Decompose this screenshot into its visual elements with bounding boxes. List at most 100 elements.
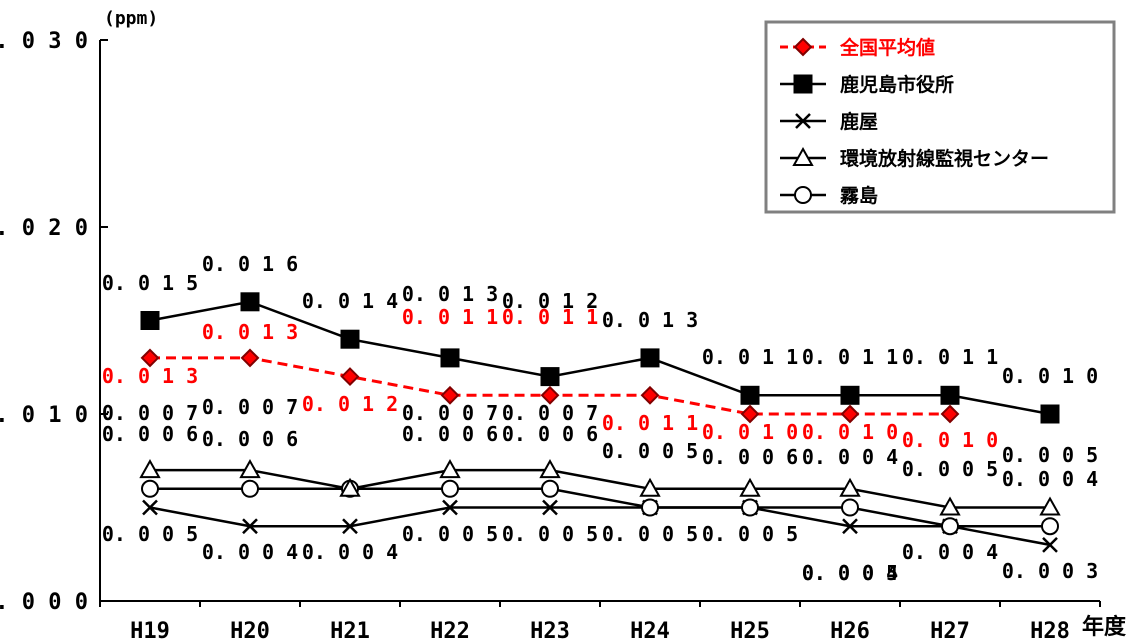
legend-label: 環境放射線監視センター (840, 147, 1049, 170)
triangle-marker (639, 477, 661, 497)
data-label: 0. 0 0 7 (402, 401, 498, 425)
data-label: 0. 0 0 5 (702, 522, 798, 546)
square-marker (940, 385, 960, 405)
data-labels: 0. 0 1 30. 0 1 30. 0 1 20. 0 1 1 0. 0 1 1… (102, 252, 1098, 585)
data-label: 0. 0 0 5 (802, 561, 898, 585)
circle-marker (441, 479, 459, 498)
data-label: 0. 0 0 6 (702, 445, 798, 469)
x-axis-label: 年度 (1082, 614, 1127, 640)
circle-marker (841, 498, 859, 517)
y-tick-label: 0. 0 2 0 (0, 216, 88, 241)
triangle-marker (539, 459, 561, 479)
data-label: 0. 0 0 5 (1002, 443, 1098, 467)
square-marker (440, 348, 460, 368)
triangle-marker (439, 459, 461, 479)
diamond-marker (240, 348, 260, 368)
x-tick-label: H21 (330, 619, 370, 644)
square-marker (540, 367, 560, 387)
data-label: 0. 0 1 1 (702, 345, 798, 369)
square-marker (240, 292, 260, 312)
data-label: 0. 0 1 3 (202, 320, 298, 344)
circle-marker (741, 498, 759, 517)
data-label: 0. 0 0 3 (1002, 559, 1098, 583)
triangle-marker (939, 496, 961, 516)
data-label: 0. 0 0 5 (402, 522, 498, 546)
circle-marker (794, 186, 812, 204)
x-tick-label: H25 (730, 619, 770, 644)
x-marker (342, 518, 358, 535)
data-label: 0. 0 0 7 (502, 401, 598, 425)
diamond-marker (340, 367, 360, 387)
y-tick-label: 0. 0 1 0 (0, 403, 88, 428)
circle-marker (141, 479, 159, 498)
square-marker (793, 74, 813, 94)
circle-marker (641, 498, 659, 517)
triangle-marker (1039, 496, 1061, 516)
data-label: 0. 0 0 4 (302, 540, 398, 564)
data-label: 0. 0 0 5 (502, 522, 598, 546)
data-label: 0. 0 1 0 (1002, 364, 1098, 388)
series-line-4 (150, 487, 1050, 528)
data-label: 0. 0 1 0 (802, 420, 898, 444)
square-marker (840, 385, 860, 405)
x-tick-label: H26 (830, 619, 870, 644)
x-marker (842, 518, 858, 535)
data-label: 0. 0 0 6 (102, 422, 198, 446)
data-label: 0. 0 0 4 (1002, 467, 1098, 491)
data-label: 0. 0 1 2 (302, 392, 398, 416)
square-marker (640, 348, 660, 368)
data-label: 0. 0 0 5 (902, 457, 998, 481)
diamond-marker (440, 385, 460, 405)
legend-label: 全国平均値 (839, 36, 935, 59)
x-marker (542, 499, 558, 516)
data-label: 0. 0 0 5 (602, 522, 698, 546)
data-label: 0. 0 0 4 (202, 540, 298, 564)
x-tick-label: H20 (230, 619, 270, 644)
x-marker (795, 113, 811, 129)
triangle-marker (339, 477, 361, 497)
diamond-marker (740, 404, 760, 424)
circle-marker (1041, 517, 1059, 536)
data-label: 0. 0 1 3 (602, 308, 698, 332)
x-marker (442, 499, 458, 516)
data-label: 0. 0 1 5 (102, 271, 198, 295)
data-label: 0. 0 1 0 (902, 428, 998, 452)
data-label: 0. 0 0 4 (802, 445, 898, 469)
circle-marker (241, 479, 259, 498)
data-label: 0. 0 0 4 (802, 561, 898, 585)
data-label: 0. 0 1 1 (902, 345, 998, 369)
data-label: 0. 0 1 6 (202, 252, 298, 276)
triangle-marker (839, 477, 861, 497)
data-label: 0. 0 0 6 (402, 422, 498, 446)
data-label: 0. 0 0 7 (102, 401, 198, 425)
square-marker (140, 311, 160, 330)
legend-label: 鹿児島市役所 (840, 73, 954, 96)
y-tick-label: 0. 0 3 0 (0, 29, 88, 54)
circle-marker (941, 517, 959, 536)
series-line-3 (150, 468, 1050, 509)
data-label: 0. 0 1 1 (402, 305, 498, 329)
x-marker (242, 518, 258, 535)
x-tick-label: H22 (430, 619, 470, 644)
diamond-marker (793, 37, 813, 57)
diamond-marker (940, 404, 960, 424)
y-tick-label: 0. 0 0 0 (0, 590, 88, 615)
chart-axes: 0. 0 0 0 0. 0 1 0 0. 0 2 0 0. 0 3 0 (ppm) H19… (0, 8, 1127, 644)
triangle-marker (139, 459, 161, 479)
data-label: 0. 0 1 0 (702, 420, 798, 444)
diamond-marker (140, 348, 160, 368)
data-label: 0. 0 1 2 (502, 289, 598, 313)
y-axis-unit-label: (ppm) (104, 8, 158, 29)
data-label: 0. 0 1 1 (802, 345, 898, 369)
data-label: 0. 0 1 3 (102, 364, 198, 388)
data-label: 0. 0 1 4 (302, 289, 398, 313)
x-marker (1042, 537, 1058, 553)
data-label: 0. 0 0 4 (902, 540, 998, 564)
diamond-marker (840, 404, 860, 424)
diamond-marker (640, 385, 660, 405)
square-marker (740, 385, 760, 405)
data-label: 0. 0 0 5 (102, 522, 198, 546)
series-markers (139, 292, 1061, 553)
legend-label: 鹿屋 (840, 110, 878, 133)
